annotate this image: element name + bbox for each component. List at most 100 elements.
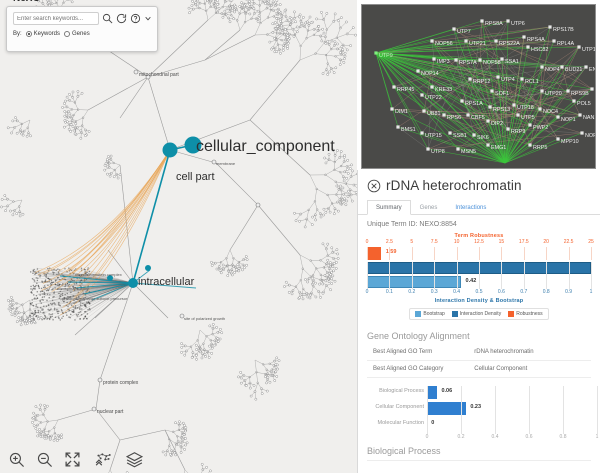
gene-label-nop4[interactable]: NOP4 [545,67,560,73]
gene-label-ssa1[interactable]: SSA1 [505,59,519,65]
search-icon[interactable] [102,13,113,25]
bar-cellular-component[interactable] [427,402,467,415]
refresh-icon[interactable] [116,13,127,25]
gene-label-utp15[interactable]: UTP15 [425,133,442,139]
gene-label-pwp2[interactable]: PWP2 [533,125,548,131]
gene-label-noc4[interactable]: NOC4 [543,109,558,115]
gene-label-rrp45[interactable]: RRP45 [397,87,414,93]
gene-label-rps8a[interactable]: RPS8A [485,21,503,27]
radio-keywords[interactable]: Keywords [25,31,60,37]
gene-label-utp6[interactable]: UTP6 [511,21,525,27]
gene-label-hsc82[interactable]: HSC82 [531,47,548,53]
bar-robustness[interactable] [367,247,382,260]
layers-icon[interactable] [125,451,144,468]
gene-label-emg1[interactable]: EMG1 [491,145,506,151]
gene-label-rrp12[interactable]: RRP12 [473,79,490,85]
gene-label-pol5[interactable]: POL5 [577,101,591,107]
gene-label-nop58[interactable]: NOP58 [483,60,501,66]
tree-node-label-cellular-component[interactable]: cellular_component [196,138,335,155]
go-term-value: rDNA heterochromatin [472,344,591,361]
gene-label-nop14[interactable]: NOP14 [421,71,439,77]
gene-label-ub81[interactable]: UB81 [427,111,441,117]
tree-node-label-preribosome[interactable]: preribosome, large subunit precursor [62,296,128,301]
tree-node-label-ribosomal-subunit[interactable]: ribosomal subunit [58,286,90,291]
gene-label-bms1[interactable]: BMS1 [401,127,416,133]
gene-label-msn5[interactable]: MSN5 [461,149,476,155]
gene-label-utp4[interactable]: UTP4 [501,77,515,83]
gene-label-utp5[interactable]: UTP5 [521,115,535,121]
radio-genes-dot[interactable] [64,31,71,37]
gene-label-sik6[interactable]: SIK6 [477,135,489,141]
gene-label-utp8[interactable]: UTP8 [431,149,445,155]
close-circle-icon[interactable] [367,179,381,193]
gene-label-rps1a[interactable]: RPS1A [465,101,483,107]
tree-node-label-protein-complex[interactable]: protein complex [103,380,139,386]
gene-label-rps13[interactable]: RPS13 [493,107,510,113]
gene-label-nop56[interactable]: NOP56 [435,41,453,47]
gene-label-nop6[interactable]: NOP6 [585,133,596,139]
zoom-in-icon[interactable] [8,451,25,468]
tree-node-label-nuclear-part[interactable]: nuclear part [97,409,124,415]
gene-label-dip2[interactable]: DIP2 [491,121,503,127]
gene-label-ssb1[interactable]: SSB1 [453,133,467,139]
tree-node-label-membrane[interactable]: membrane [216,161,236,166]
gene-label-bud21[interactable]: BUD21 [565,67,582,73]
tab-genes[interactable]: Genes [419,205,438,211]
gene-label-utp22[interactable]: UTP22 [425,95,442,101]
help-icon[interactable] [130,13,141,25]
gene-label-sof1[interactable]: SOF1 [495,91,509,97]
tab-interactions[interactable]: Interactions [455,205,487,211]
bar-bootstrap[interactable] [367,276,462,288]
gene-label-utp18[interactable]: UTP18 [517,105,534,111]
tree-toolbar[interactable] [0,445,357,473]
term-info-panel[interactable]: rDNA heterochromatin Summary Genes Inter… [357,170,600,473]
gene-label-rrp9[interactable]: RRP9 [511,129,525,135]
gene-label-rps22a[interactable]: RPS22A [499,41,520,47]
gene-label-nop1[interactable]: NOP1 [561,117,576,123]
gene-label-utp13[interactable]: UTP13 [582,47,596,53]
zoom-out-icon[interactable] [36,451,53,468]
gene-label-rcl1[interactable]: RCL1 [525,79,539,85]
gene-interaction-network-panel[interactable]: UTP9 NOP56 UTP7 RPS8A UTP6 RPS17B IMP3 UTP21 RPS… [361,4,596,169]
gene-label-mpp10[interactable]: MPP10 [561,139,579,145]
fit-screen-icon[interactable] [64,451,81,468]
gene-label-utp7[interactable]: UTP7 [457,29,471,35]
idb-xaxis: 0 0.1 0.2 0.3 0.4 0.5 0.6 0.7 0.8 0.9 1 [366,289,593,297]
bar-biological-process[interactable] [427,386,438,399]
gene-label-rpl4a[interactable]: RPL4A [557,41,574,47]
radio-keywords-dot[interactable] [25,31,32,37]
tree-node-label-ribonucleoprotein-complex[interactable]: ribonucleoprotein complex [75,272,122,277]
search-input[interactable] [13,12,99,25]
tree-node-label-intracellular[interactable]: intracellular [138,276,195,288]
collapse-tree-icon[interactable] [92,451,114,468]
gene-label-rps17b[interactable]: RPS17B [553,27,574,33]
tab-summary[interactable]: Summary [367,200,411,215]
gene-label-kri1[interactable]: KRI1 [595,89,596,95]
gene-label-utp9[interactable]: UTP9 [379,53,393,59]
gene-network-graphic[interactable]: UTP9 NOP56 UTP7 RPS8A UTP6 RPS17B IMP3 UTP21 RPS… [362,5,596,169]
gene-label-enp1[interactable]: ENP1 [589,67,596,73]
gene-label-rrp5[interactable]: RRP5 [533,145,547,151]
gene-label-utp21[interactable]: UTP21 [469,41,486,47]
gene-label-nan1[interactable]: NAN1 [583,115,596,121]
radio-genes[interactable]: Genes [64,31,90,37]
gene-label-imp3[interactable]: IMP3 [437,59,450,65]
gene-label-rps9b[interactable]: RPS9B [571,91,589,97]
gene-label-cbf5[interactable]: CBF5 [471,115,485,121]
search-panel[interactable]: NeXO By: Keyword [6,0,158,52]
gene-label-kre33[interactable]: KRE33 [435,87,452,93]
tree-node-label-cell-part[interactable]: cell part [176,171,215,183]
gene-label-utp20[interactable]: UTP20 [545,91,562,97]
ontology-tree-panel[interactable]: cellular_component cell part intracellul… [0,0,357,473]
legend-swatch-interaction-density [451,311,458,317]
gene-label-rps4a[interactable]: RPS4A [527,37,545,43]
gene-label-dim1[interactable]: DIM1 [395,109,408,115]
tree-node-label-mitochondrial-part[interactable]: mitochondrial part [139,72,179,78]
gene-label-rps6[interactable]: RPS6 [447,115,461,121]
gene-label-rps7a[interactable]: RPS7A [459,60,477,66]
chevron-down-icon[interactable] [144,13,152,25]
gridline [495,386,496,434]
tree-node-label-site-of-polarized-growth[interactable]: site of polarized growth [184,316,226,321]
ontology-tree-graphic[interactable] [0,0,357,473]
info-tabs[interactable]: Summary Genes Interactions [358,199,600,215]
